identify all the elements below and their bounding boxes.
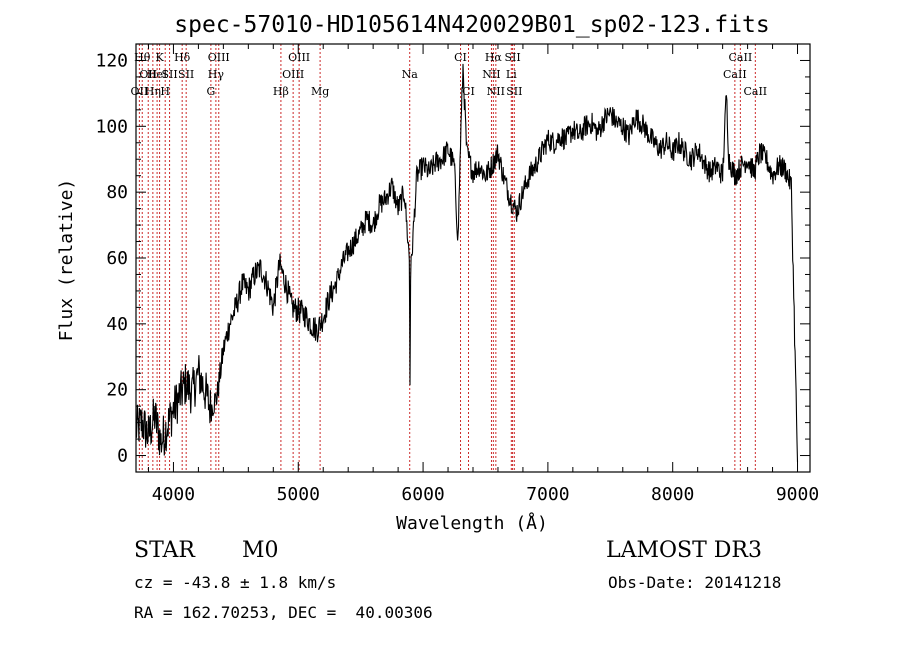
line-label-1: Hθ <box>134 51 151 64</box>
line-label-13: Hβ <box>273 85 289 98</box>
object-class: STAR <box>134 538 195 563</box>
line-label-2: OII <box>139 68 157 81</box>
y-tick-label-5: 100 <box>95 116 128 137</box>
line-label-17: Na <box>402 68 419 81</box>
line-label-12: OIII <box>208 51 230 64</box>
line-label-14: OIII <box>282 68 304 81</box>
emission-line-labels: OIIHθOIIHηHeIKHSIIHδSIIGHγOIIIHβOIIIOIII… <box>131 51 768 98</box>
line-label-19: CI <box>462 85 475 98</box>
line-label-11: Hγ <box>208 68 225 81</box>
line-label-8: Hδ <box>174 51 191 64</box>
line-label-18: CI <box>454 51 467 64</box>
observation-date: Obs-Date: 20141218 <box>608 573 782 592</box>
y-tick-label-6: 120 <box>95 50 128 71</box>
line-label-26: CaII <box>723 68 747 81</box>
x-axis-ticks: 4000 5000 6000 7000 8000 9000 <box>147 44 819 505</box>
x-tick-label-2: 6000 <box>401 484 444 505</box>
line-label-16: Mg <box>311 85 329 98</box>
line-label-20: NII <box>482 68 500 81</box>
object-subclass: M0 <box>242 538 279 563</box>
line-label-10: G <box>206 85 215 98</box>
emission-line-markers <box>138 44 756 472</box>
y-tick-label-2: 40 <box>106 314 128 335</box>
spectrum-series-line <box>135 63 799 463</box>
line-label-15: OIII <box>288 51 310 64</box>
y-tick-label-3: 60 <box>106 248 128 269</box>
x-axis-label: Wavelength (Å) <box>396 512 548 534</box>
y-tick-label-4: 80 <box>106 182 128 203</box>
line-label-5: K <box>155 51 164 64</box>
x-tick-label-4: 8000 <box>651 484 694 505</box>
line-label-25: SII <box>506 85 522 98</box>
x-tick-label-1: 5000 <box>277 484 320 505</box>
line-label-6: H <box>160 85 170 98</box>
line-label-22: NII <box>487 85 505 98</box>
line-label-27: CaII <box>729 51 753 64</box>
line-label-4: HeI <box>147 68 167 81</box>
x-tick-label-5: 9000 <box>776 484 819 505</box>
line-label-0: OII <box>131 85 149 98</box>
y-tick-label-1: 20 <box>106 380 128 401</box>
line-label-7: SII <box>161 68 177 81</box>
x-tick-label-3: 7000 <box>526 484 569 505</box>
x-tick-label-0: 4000 <box>152 484 195 505</box>
y-tick-label-0: 0 <box>117 446 128 467</box>
line-label-21: Hα <box>485 51 503 64</box>
line-label-3: Hη <box>145 85 161 98</box>
redshift-velocity: cz = -43.8 ± 1.8 km/s <box>134 573 337 592</box>
y-axis-label: Flux (relative) <box>56 179 77 342</box>
line-label-24: SII <box>504 51 520 64</box>
survey-name: LAMOST DR3 <box>606 538 762 563</box>
line-label-28: CaII <box>743 85 767 98</box>
line-label-9: SII <box>178 68 194 81</box>
plot-frame <box>135 43 811 473</box>
line-label-23: Li <box>506 68 517 81</box>
sky-coordinates: RA = 162.70253, DEC = 40.00306 <box>134 603 433 622</box>
chart-title: spec-57010-HD105614N420029B01_sp02-123.f… <box>174 12 769 38</box>
y-axis-ticks: 0 20 40 60 80 100 120 <box>95 50 810 467</box>
